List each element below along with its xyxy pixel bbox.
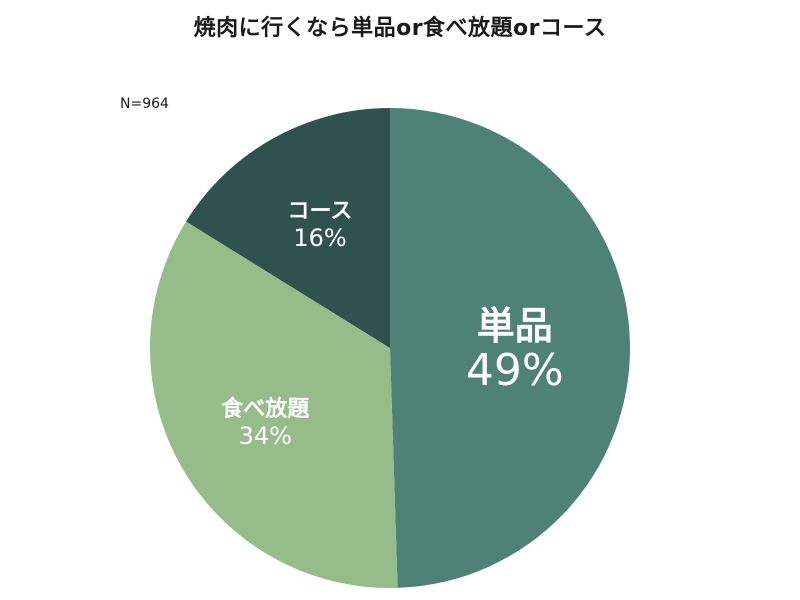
slice-value-label: 16% (293, 224, 346, 252)
pie-slice (390, 108, 630, 588)
sample-size-annotation: N=964 (120, 96, 169, 112)
slice-category-label: 食べ放題 (221, 396, 310, 422)
pie-slices (150, 108, 630, 588)
pie-slice (186, 108, 390, 348)
chart-title: 焼肉に行くなら単品or食べ放題orコース (193, 16, 607, 41)
pie-slice (150, 221, 398, 588)
slice-category-label: コース (288, 199, 353, 224)
slice-value-label: 49% (466, 345, 564, 396)
slice-value-label: 34% (239, 422, 292, 450)
slice-category-label: 単品 (477, 304, 553, 348)
